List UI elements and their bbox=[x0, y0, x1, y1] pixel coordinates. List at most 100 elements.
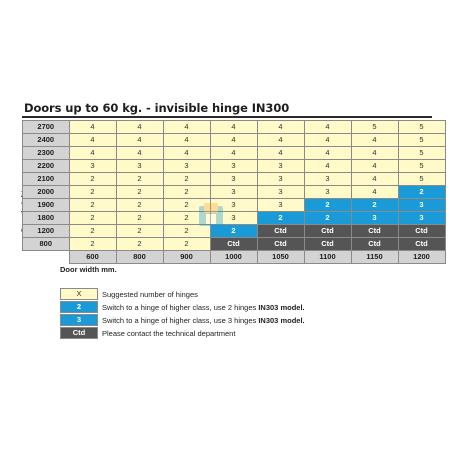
table-cell: 4 bbox=[256, 133, 305, 147]
table-cell: 5 bbox=[397, 146, 446, 160]
column-header-width: 1200 bbox=[397, 250, 446, 264]
column-header-row: 600 800 900 1000 1050 1100 1150 1200 bbox=[23, 250, 446, 264]
table-cell: 4 bbox=[350, 146, 399, 160]
table-cell: 4 bbox=[350, 159, 399, 173]
table-cell: 3 bbox=[162, 159, 211, 173]
legend-item: 2 Switch to a hinge of higher class, use … bbox=[60, 301, 305, 313]
legend-swatch: 3 bbox=[60, 314, 98, 326]
legend-item: Ctd Please contact the technical departme… bbox=[60, 327, 305, 339]
legend-text: Suggested number of hinges bbox=[102, 290, 198, 299]
table-cell: 4 bbox=[115, 133, 164, 147]
table-row: 2200 3 3 3 3 3 4 4 5 bbox=[22, 159, 446, 173]
table-cell: 2 bbox=[209, 224, 258, 238]
table-cell: 4 bbox=[256, 120, 305, 134]
table-cell: 4 bbox=[162, 133, 211, 147]
title-divider bbox=[22, 116, 432, 118]
table-row: 1900 2 2 2 3 3 2 2 3 bbox=[22, 198, 446, 212]
table-row: 2400 4 4 4 4 4 4 4 5 bbox=[22, 133, 446, 147]
legend-description: Switch to a hinge of higher class, use 2… bbox=[102, 302, 259, 312]
table-cell: 4 bbox=[209, 133, 258, 147]
table-cell: 3 bbox=[68, 159, 117, 173]
table-cell: 2 bbox=[162, 237, 211, 251]
legend-swatch: 2 bbox=[60, 301, 98, 313]
table-cell: Ctd bbox=[397, 237, 446, 251]
table-cell: 4 bbox=[68, 146, 117, 160]
table-row: 2000 2 2 2 3 3 3 4 2 bbox=[22, 185, 446, 199]
table-cell: 3 bbox=[256, 172, 305, 186]
table-cell: 5 bbox=[397, 133, 446, 147]
table-row: 2700 4 4 4 4 4 4 5 5 bbox=[22, 120, 446, 134]
legend-swatch: X bbox=[60, 288, 98, 300]
table-cell: 3 bbox=[303, 185, 352, 199]
legend-model: IN303 model. bbox=[258, 302, 305, 312]
row-header-height: 1900 bbox=[22, 198, 70, 212]
table-cell: 2 bbox=[68, 224, 117, 238]
table-row: 2100 2 2 2 3 3 3 4 5 bbox=[22, 172, 446, 186]
table-cell: 4 bbox=[303, 120, 352, 134]
table-cell: 3 bbox=[303, 172, 352, 186]
table-cell: 2 bbox=[115, 172, 164, 186]
table-cell: Ctd bbox=[350, 237, 399, 251]
table-cell: Ctd bbox=[256, 224, 305, 238]
table-cell: 5 bbox=[350, 120, 399, 134]
row-header-height: 2300 bbox=[22, 146, 70, 160]
table-cell: 2 bbox=[68, 211, 117, 225]
column-header-width: 1150 bbox=[350, 250, 399, 264]
table-cell: 2 bbox=[115, 198, 164, 212]
table-cell: 2 bbox=[162, 198, 211, 212]
table-cell: 3 bbox=[350, 211, 399, 225]
column-header-width: 600 bbox=[68, 250, 117, 264]
row-header-height: 2100 bbox=[22, 172, 70, 186]
table-cell: 4 bbox=[256, 146, 305, 160]
table-cell: 2 bbox=[68, 198, 117, 212]
table-cell: 4 bbox=[162, 146, 211, 160]
column-header-width: 1050 bbox=[256, 250, 305, 264]
column-header-width: 1000 bbox=[209, 250, 258, 264]
table-cell: 4 bbox=[350, 172, 399, 186]
legend-text: Switch to a hinge of higher class, use 2… bbox=[102, 303, 305, 312]
table-cell: Ctd bbox=[209, 237, 258, 251]
table-cell: 4 bbox=[350, 185, 399, 199]
table-cell: 2 bbox=[162, 172, 211, 186]
table-cell: Ctd bbox=[350, 224, 399, 238]
table-cell: 2 bbox=[115, 224, 164, 238]
table-cell: 4 bbox=[303, 133, 352, 147]
legend-item: 3 Switch to a hinge of higher class, use … bbox=[60, 314, 305, 326]
table-cell: 5 bbox=[397, 120, 446, 134]
row-header-height: 800 bbox=[22, 237, 70, 251]
table-cell: Ctd bbox=[303, 224, 352, 238]
table-cell: 2 bbox=[397, 185, 446, 199]
table-cell: 3 bbox=[209, 159, 258, 173]
row-header-height: 2200 bbox=[22, 159, 70, 173]
legend-swatch: Ctd bbox=[60, 327, 98, 339]
table-cell: 3 bbox=[256, 198, 305, 212]
table-cell: 4 bbox=[115, 120, 164, 134]
table-cell: 4 bbox=[68, 120, 117, 134]
corner-cell bbox=[23, 251, 70, 264]
table-cell: 4 bbox=[209, 120, 258, 134]
table-cell: 4 bbox=[303, 159, 352, 173]
table-row: 2300 4 4 4 4 4 4 4 5 bbox=[22, 146, 446, 160]
row-header-height: 2000 bbox=[22, 185, 70, 199]
hinge-table: 2700 4 4 4 4 4 4 5 5 2400 4 4 4 4 4 4 4 5 2300 4 4 4 4 4 4 4 5 2200… bbox=[22, 120, 446, 264]
table-cell: 3 bbox=[209, 198, 258, 212]
table-row: 800 2 2 2 Ctd Ctd Ctd Ctd Ctd bbox=[22, 237, 446, 251]
table-cell: 4 bbox=[162, 120, 211, 134]
legend-description: Suggested number of hinges bbox=[102, 289, 198, 299]
legend-model: IN303 model. bbox=[258, 315, 305, 325]
legend-item: X Suggested number of hinges bbox=[60, 288, 305, 300]
column-header-width: 1100 bbox=[303, 250, 352, 264]
table-cell: 4 bbox=[115, 146, 164, 160]
table-cell: 3 bbox=[256, 185, 305, 199]
column-header-width: 800 bbox=[115, 250, 164, 264]
legend-description: Please contact the technical department bbox=[102, 328, 236, 338]
legend-text: Switch to a hinge of higher class, use 3… bbox=[102, 316, 305, 325]
column-header-width: 900 bbox=[162, 250, 211, 264]
legend: X Suggested number of hinges 2 Switch to a … bbox=[60, 288, 305, 340]
table-cell: 2 bbox=[162, 224, 211, 238]
table-cell: 4 bbox=[209, 146, 258, 160]
table-cell: 2 bbox=[68, 237, 117, 251]
watermark-logo bbox=[199, 203, 223, 226]
page-title: Doors up to 60 kg. - invisible hinge IN3… bbox=[24, 101, 290, 115]
row-header-height: 1800 bbox=[22, 211, 70, 225]
